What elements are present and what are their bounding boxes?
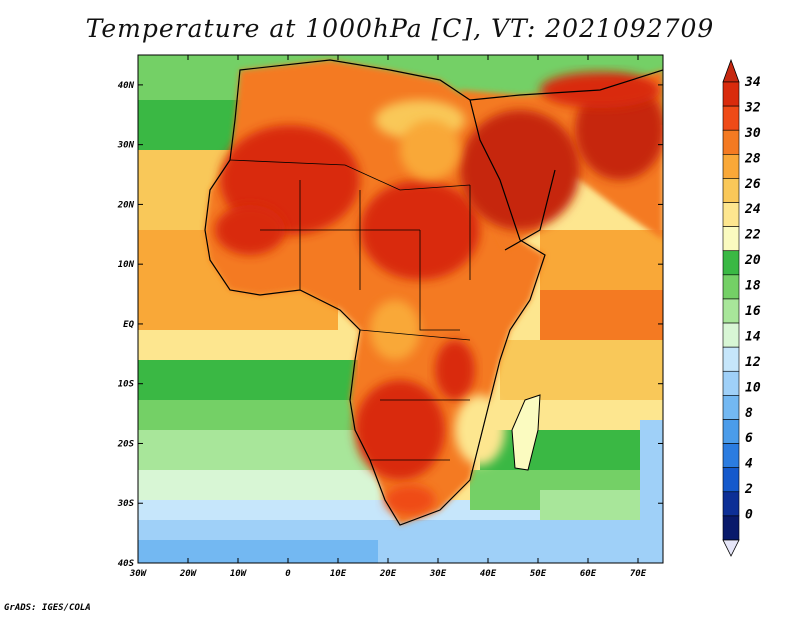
y-tick-label: 30N [117, 141, 135, 151]
colorbar-label: 22 [744, 228, 761, 243]
x-tick-label: 70E [630, 569, 647, 579]
colorbar-label: 24 [744, 202, 761, 217]
colorbar-swatch [722, 105, 740, 131]
map-frame [137, 54, 664, 564]
colorbar-swatch [722, 322, 740, 348]
colorbar-swatch [722, 202, 740, 227]
x-tick-label: 30W [129, 569, 148, 579]
x-tick-label: 60E [580, 569, 597, 579]
colorbar-swatch [722, 467, 740, 493]
colorbar-label: 18 [745, 279, 761, 294]
colorbar-label: 26 [744, 177, 761, 192]
y-tick-label: EQ [123, 320, 134, 330]
x-tick-label: 30E [429, 569, 447, 579]
colorbar-swatch [722, 443, 740, 468]
x-tick-label: 0 [285, 569, 291, 579]
x-tick-label: 50E [530, 569, 547, 579]
footer-credit: GrADS: IGES/COLA [4, 603, 91, 613]
map-field [138, 55, 663, 563]
colorbar-swatch [722, 178, 740, 203]
y-tick-label: 30S [117, 499, 135, 509]
colorbar-label: 12 [745, 355, 761, 370]
colorbar-swatch [722, 274, 740, 300]
chart-title: Temperature at 1000hPa [C], VT: 20210927… [85, 14, 715, 43]
colorbar-swatch [722, 346, 740, 372]
x-tick-label: 10W [230, 569, 248, 579]
colorbar-swatch [722, 250, 740, 276]
colorbar-label: 6 [745, 431, 753, 446]
colorbar-label: 2 [744, 482, 753, 497]
colorbar-label: 10 [745, 380, 761, 395]
colorbar-swatch [722, 298, 740, 324]
y-axis-ticks: 40N 30N 20N 10N EQ 10S 20S 30S 40S [117, 81, 663, 569]
x-tick-label: 10E [330, 569, 347, 579]
colorbar-label: 8 [745, 406, 753, 421]
colorbar-label: 4 [745, 457, 753, 472]
colorbar-label: 30 [744, 126, 761, 141]
colorbar-label: 0 [745, 508, 753, 523]
colorbar-label: 14 [745, 329, 761, 344]
colorbar-swatch [722, 419, 740, 444]
colorbar-swatch [722, 395, 740, 420]
colorbar-label: 32 [744, 100, 761, 115]
y-tick-label: 20S [117, 439, 135, 449]
x-tick-label: 20E [379, 569, 397, 579]
x-tick-label: 20W [179, 569, 198, 579]
y-tick-label: 40S [118, 559, 135, 569]
y-tick-label: 10N [118, 260, 135, 270]
colorbar-swatch [722, 515, 740, 541]
colorbar-label: 34 [744, 75, 761, 90]
y-tick-label: 20N [117, 200, 135, 210]
colorbar-swatch [722, 370, 740, 396]
colorbar-bottom-arrow [722, 539, 740, 557]
colorbar-label: 28 [744, 151, 761, 166]
x-axis-ticks: 30W 20W 10W 0 10E 20E 30E 40E 50E 60E 70E [129, 55, 647, 579]
colorbar-swatch [722, 129, 740, 155]
colorbar-swatch [722, 226, 740, 252]
y-tick-label: 10S [118, 380, 135, 390]
colorbar-label: 20 [744, 253, 761, 268]
colorbar-swatch [722, 154, 740, 179]
colorbar-swatch [722, 491, 740, 517]
x-tick-label: 40E [480, 569, 497, 579]
colorbar-top-arrow [722, 58, 740, 83]
colorbar-swatch [722, 81, 740, 107]
y-tick-label: 40N [118, 81, 135, 91]
colorbar-label: 16 [745, 304, 761, 319]
